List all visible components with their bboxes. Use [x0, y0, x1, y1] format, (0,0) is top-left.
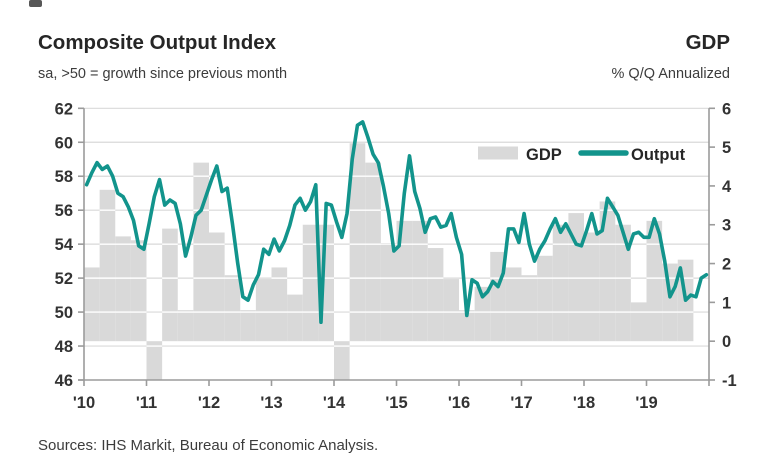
gdp-bar-2018Q4: [630, 302, 647, 342]
svg-text:60: 60: [55, 134, 73, 152]
gdp-bar-2013Q3: [302, 224, 319, 342]
svg-text:1: 1: [722, 294, 731, 312]
left-axis-subtitle: sa, >50 = growth since previous month: [38, 66, 287, 82]
svg-text:4: 4: [722, 178, 732, 196]
gdp-bar-2019Q2: [662, 263, 678, 342]
gdp-bar-2014Q2: [349, 143, 366, 342]
svg-text:46: 46: [55, 372, 73, 390]
gdp-bar-2017Q2: [537, 255, 553, 342]
svg-text:'12: '12: [198, 394, 220, 412]
gdp-bar-2015Q2: [412, 220, 428, 342]
gdp-bar-2010Q4: [130, 240, 147, 342]
gdp-bar-2018Q3: [615, 224, 631, 342]
gdp-bar-2014Q3: [365, 162, 381, 342]
svg-text:'14: '14: [323, 394, 346, 412]
svg-text:0: 0: [722, 333, 731, 351]
gdp-bar-2014Q4: [380, 244, 397, 342]
svg-text:2: 2: [722, 256, 731, 274]
svg-text:'19: '19: [635, 394, 657, 412]
svg-text:'15: '15: [385, 394, 407, 412]
gdp-bar-2016Q2: [474, 286, 491, 342]
svg-text:'10: '10: [73, 394, 95, 412]
gdp-bars-series: [84, 143, 694, 380]
svg-text:54: 54: [55, 236, 74, 254]
gdp-bar-2016Q1: [459, 310, 475, 342]
gdp-bar-2010Q3: [115, 236, 131, 342]
svg-text:'11: '11: [136, 394, 157, 412]
svg-text:'18: '18: [573, 394, 595, 412]
gdp-bar-2010Q1: [84, 267, 100, 342]
gdp-bar-2012Q2: [224, 275, 241, 342]
gdp-bar-2017Q1: [521, 275, 538, 342]
svg-text:56: 56: [55, 202, 73, 220]
svg-text:50: 50: [55, 304, 73, 322]
gdp-bar-2012Q1: [209, 232, 225, 342]
gdp-bar-2010Q2: [99, 189, 116, 342]
gdp-bar-2011Q1: [146, 341, 163, 380]
gdp-bar-2015Q3: [427, 248, 444, 342]
gdp-bar-2012Q3: [240, 310, 256, 342]
gdp-bar-2017Q3: [552, 224, 569, 342]
legend-gdp-label: GDP: [526, 146, 562, 164]
svg-text:3: 3: [722, 217, 731, 235]
gdp-bar-2013Q1: [271, 267, 288, 342]
gdp-bar-2016Q4: [505, 267, 522, 342]
svg-text:'16: '16: [448, 394, 470, 412]
svg-text:-1: -1: [722, 372, 737, 390]
gdp-bar-2013Q2: [287, 294, 303, 342]
legend-gdp-swatch: [478, 146, 518, 160]
output-line-series: [84, 120, 709, 325]
axes: [78, 107, 715, 386]
cropped-edge-artifact: [29, 0, 42, 7]
gdp-bar-2011Q2: [162, 228, 178, 342]
svg-text:'13: '13: [260, 394, 282, 412]
svg-text:'17: '17: [510, 394, 532, 412]
svg-text:62: 62: [55, 100, 73, 118]
right-axis-subtitle: % Q/Q Annualized: [612, 66, 731, 82]
gdp-bar-2012Q4: [255, 279, 272, 342]
gdp-bar-2011Q4: [193, 162, 210, 342]
right-axis-title: GDP: [686, 31, 730, 54]
source-note: Sources: IHS Markit, Bureau of Economic …: [38, 437, 378, 454]
gdp-bar-2018Q1: [584, 232, 600, 342]
legend: GDP Output: [478, 146, 686, 164]
svg-text:58: 58: [55, 168, 73, 186]
svg-text:48: 48: [55, 338, 73, 356]
page-title: Composite Output Index: [38, 31, 277, 54]
gdp-bar-2015Q1: [396, 220, 413, 342]
gdp-bar-2011Q3: [177, 310, 194, 342]
legend-output-label: Output: [631, 146, 686, 164]
svg-text:5: 5: [722, 139, 731, 157]
gdp-bar-2014Q1: [334, 341, 350, 380]
gdp-bar-2018Q2: [599, 201, 616, 342]
gdp-bar-2019Q1: [646, 220, 663, 342]
svg-text:6: 6: [722, 100, 731, 118]
svg-text:52: 52: [55, 270, 73, 288]
gdp-bar-2015Q4: [443, 279, 460, 342]
